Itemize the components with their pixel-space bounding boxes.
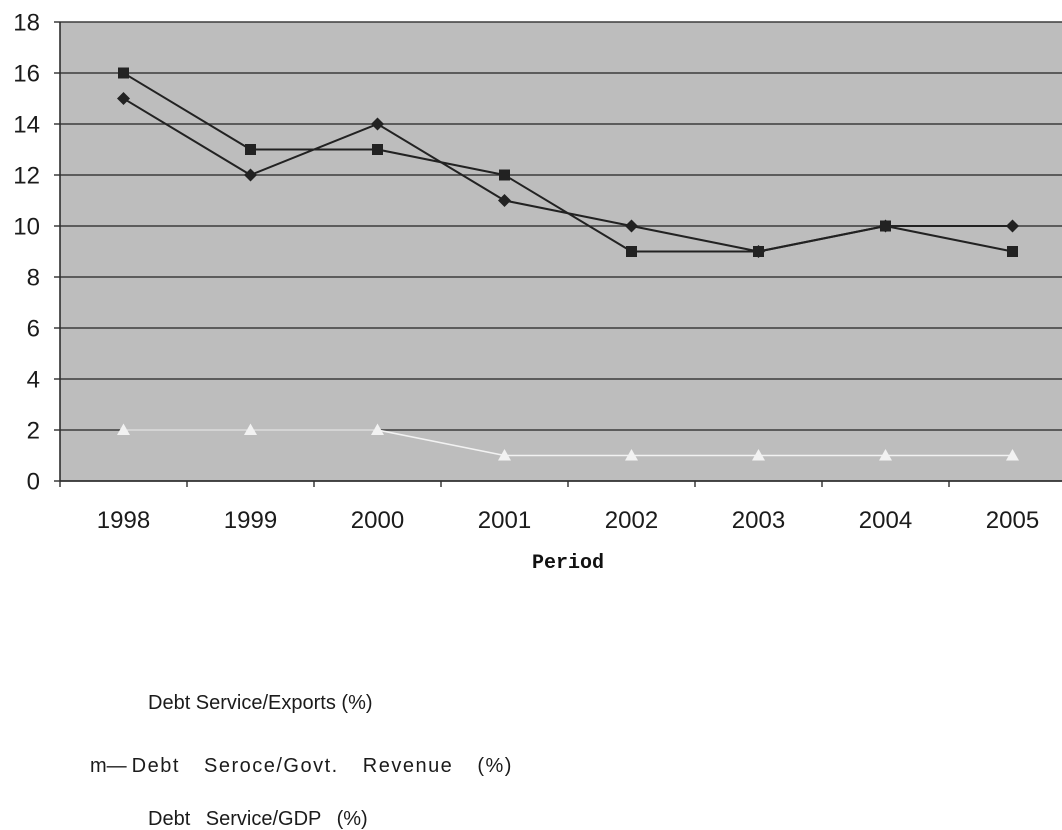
y-tick-label: 10	[13, 214, 40, 241]
series-line-debt-service-gdp	[123, 429, 1013, 457]
data-point-debt-service-gdp-2005	[1006, 449, 1019, 461]
data-point-debt-service-govt-revenue-2003	[753, 246, 764, 257]
x-tick-label: 2003	[732, 507, 785, 534]
legend-label: Debt Service/GDP (%)	[148, 808, 368, 830]
x-axis-ticks: 1998 1999 2000 2001 2002 2003 2004 2005	[59, 481, 1039, 534]
legend-label: Debt Seroce/Govt. Revenue (%)	[131, 755, 513, 777]
data-point-debt-service-govt-revenue-2000	[372, 144, 383, 155]
data-point-debt-service-gdp-2002	[625, 449, 638, 461]
series-debt-service-govt-revenue	[118, 67, 1018, 257]
legend-item-debt-service-govt-revenue: m— Debt Seroce/Govt. Revenue (%)	[90, 754, 513, 778]
y-tick-label: 0	[27, 469, 40, 496]
y-axis-ticks: 0 2 4 6 8 10 12 14 16 18	[13, 10, 60, 496]
data-point-debt-service-gdp-2004	[879, 449, 892, 461]
data-point-debt-service-gdp-1998	[117, 423, 130, 435]
line-chart: 0 2 4 6 8 10 12 14 16 18 1998 1999 2000 2001 2002 2003 2…	[13, 10, 1062, 534]
data-point-debt-service-govt-revenue-1999	[245, 144, 256, 155]
data-point-debt-service-exports-1998	[117, 92, 130, 105]
data-point-debt-service-govt-revenue-2005	[1007, 246, 1018, 257]
data-point-debt-service-govt-revenue-2001	[499, 169, 510, 181]
data-point-debt-service-exports-2005	[1006, 219, 1019, 233]
legend-item-debt-service-exports: Debt Service/Exports (%)	[148, 691, 373, 715]
y-tick-label: 4	[27, 367, 40, 394]
series-line-debt-service-govt-revenue	[122, 72, 1013, 253]
legend: Debt Service/Exports (%) m— Debt Seroce/G…	[0, 680, 600, 830]
data-point-debt-service-exports-1999	[244, 168, 257, 182]
x-tick-label: 2001	[478, 507, 531, 534]
y-tick-label: 12	[13, 163, 40, 190]
y-tick-label: 16	[13, 61, 40, 88]
y-tick-label: 14	[13, 112, 40, 139]
data-point-debt-service-govt-revenue-2004	[880, 220, 891, 232]
x-tick-label: 2005	[986, 507, 1039, 534]
x-tick-label: 1999	[224, 507, 277, 534]
y-tick-label: 6	[27, 316, 40, 343]
x-axis-title: Period	[531, 552, 604, 575]
x-tick-label: 2004	[859, 507, 912, 534]
legend-item-debt-service-gdp: Debt Service/GDP (%)	[148, 808, 368, 830]
data-point-debt-service-govt-revenue-2002	[626, 246, 637, 257]
data-point-debt-service-exports-2002	[625, 219, 638, 233]
data-point-debt-service-gdp-2001	[498, 449, 511, 461]
data-point-debt-service-gdp-2000	[371, 423, 384, 435]
data-point-debt-service-exports-2000	[371, 117, 384, 131]
x-tick-label: 1998	[97, 507, 150, 534]
series-debt-service-gdp	[117, 423, 1019, 461]
data-point-debt-service-govt-revenue-1998	[118, 67, 129, 79]
y-tick-label: 2	[27, 418, 40, 445]
y-tick-label: 18	[13, 10, 40, 37]
plot-background	[60, 22, 1062, 481]
legend-marker-glyph: m—	[90, 755, 127, 777]
x-tick-label: 2002	[605, 507, 658, 534]
y-tick-label: 8	[27, 265, 40, 292]
data-point-debt-service-gdp-2003	[752, 449, 765, 461]
x-tick-label: 2000	[351, 507, 404, 534]
data-point-debt-service-gdp-1999	[244, 423, 257, 435]
legend-label: Debt Service/Exports (%)	[148, 692, 373, 714]
data-point-debt-service-exports-2001	[498, 194, 511, 207]
